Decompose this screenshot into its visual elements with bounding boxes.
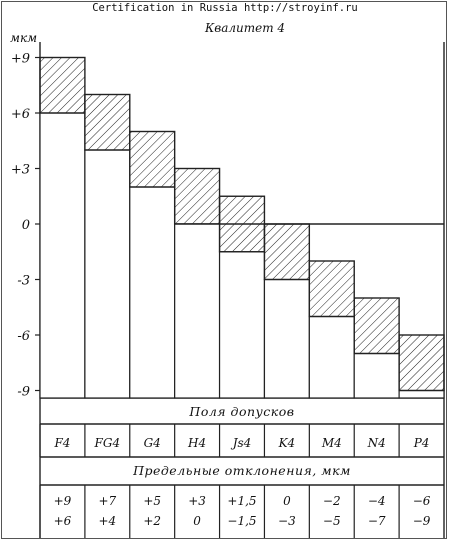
- upper-deviation-Js4: +1,5: [227, 494, 256, 508]
- tolerance-table: F4 +9 +6 FG4 +7 +4 G4 +5 +2 H4 +3 0 Js4 +1,5 −1,5 K4 0 −3…: [39, 404, 431, 538]
- tolerance-zones: [39, 56, 445, 399]
- lower-deviation-G4: +2: [143, 514, 161, 528]
- field-label-K4: K4: [278, 436, 296, 450]
- y-tick-label: -9: [17, 385, 30, 400]
- tolerance-zone-H4: [173, 167, 221, 225]
- upper-deviation-FG4: +7: [98, 494, 116, 508]
- field-label-G4: G4: [144, 436, 161, 450]
- column-K4: [263, 278, 310, 399]
- column-M4: [308, 315, 355, 399]
- y-tick-label: 0: [22, 218, 30, 233]
- field-label-H4: H4: [187, 436, 206, 450]
- y-axis-unit: мкм: [10, 31, 37, 45]
- y-tick-label: -3: [17, 274, 30, 289]
- upper-deviation-M4: −2: [323, 494, 341, 508]
- column-FG4: [84, 149, 131, 399]
- column-N4: [353, 352, 400, 399]
- column-Js4: [218, 251, 266, 399]
- y-tick-label: +3: [11, 163, 30, 178]
- field-label-M4: M4: [321, 436, 342, 450]
- lower-deviation-N4: −7: [368, 514, 386, 528]
- tolerance-zone-Js4: [218, 195, 266, 253]
- upper-deviation-N4: −4: [368, 494, 386, 508]
- lower-deviation-P4: −9: [413, 514, 431, 528]
- y-tick-label: -6: [17, 329, 30, 344]
- tolerance-zone-G4: [129, 130, 176, 188]
- fields-header: Поля допусков: [188, 404, 294, 419]
- upper-deviation-F4: +9: [54, 494, 72, 508]
- field-label-F4: F4: [53, 436, 70, 450]
- upper-deviation-G4: +5: [143, 494, 161, 508]
- field-label-Js4: Js4: [230, 436, 252, 450]
- column-H4: [174, 223, 221, 399]
- source-banner: Certification in Russia http://stroyinf.…: [92, 2, 358, 14]
- field-label-N4: N4: [367, 436, 386, 450]
- y-tick-label: +9: [11, 52, 30, 67]
- column-F4: [39, 112, 86, 399]
- upper-deviation-H4: +3: [188, 494, 206, 508]
- field-label-FG4: FG4: [94, 436, 121, 450]
- lower-deviation-F4: +6: [54, 514, 72, 528]
- lower-deviation-FG4: +4: [98, 514, 116, 528]
- lower-deviation-K4: −3: [278, 514, 296, 528]
- column-G4: [129, 186, 176, 399]
- lower-deviation-Js4: −1,5: [227, 514, 256, 528]
- upper-deviation-K4: 0: [283, 494, 291, 508]
- column-P4: [398, 389, 445, 399]
- lower-deviation-H4: 0: [193, 514, 201, 528]
- tolerance-zone-K4: [263, 223, 311, 281]
- tolerance-zone-M4: [308, 260, 355, 318]
- lower-deviation-M4: −5: [323, 514, 341, 528]
- field-label-P4: P4: [413, 436, 430, 450]
- y-axis-ticks: +9 +6 +3 0 -3 -6 -9: [11, 52, 40, 400]
- y-tick-label: +6: [11, 107, 30, 122]
- tolerance-zone-FG4: [84, 93, 131, 151]
- tolerance-zone-N4: [353, 297, 400, 355]
- upper-deviation-P4: −6: [413, 494, 431, 508]
- deviations-header: Предельные отклонения, мкм: [132, 463, 351, 478]
- tolerance-zone-F4: [39, 56, 86, 114]
- tolerance-zone-P4: [398, 334, 445, 392]
- chart-title: Квалитет 4: [204, 21, 285, 35]
